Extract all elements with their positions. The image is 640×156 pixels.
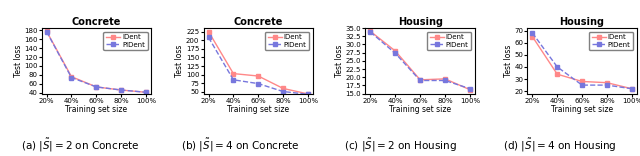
IDent <box>554 73 561 75</box>
PIDent <box>142 91 150 93</box>
PIDent <box>441 80 449 81</box>
PIDent <box>466 88 474 90</box>
Line: PIDent: PIDent <box>531 31 634 90</box>
PIDent <box>579 84 586 86</box>
Text: (c) $|\tilde{S}| = 2$ on Housing: (c) $|\tilde{S}| = 2$ on Housing <box>344 137 456 154</box>
Y-axis label: Test loss: Test loss <box>335 45 344 77</box>
PIDent <box>367 31 374 33</box>
Line: IDent: IDent <box>45 29 148 94</box>
Title: Housing: Housing <box>397 17 443 27</box>
Title: Concrete: Concrete <box>72 17 121 27</box>
PIDent <box>529 32 536 34</box>
PIDent <box>554 66 561 68</box>
PIDent <box>254 83 262 85</box>
PIDent <box>68 77 76 78</box>
Y-axis label: Test loss: Test loss <box>13 45 22 77</box>
PIDent <box>417 80 424 81</box>
IDent <box>529 36 536 37</box>
IDent <box>43 30 51 32</box>
IDent <box>230 73 237 75</box>
IDent <box>603 82 611 84</box>
Line: IDent: IDent <box>531 35 634 90</box>
IDent <box>392 50 399 52</box>
Line: PIDent: PIDent <box>207 36 310 96</box>
PIDent <box>628 88 636 90</box>
IDent <box>579 80 586 82</box>
PIDent <box>304 93 312 95</box>
Title: Concrete: Concrete <box>234 17 283 27</box>
PIDent <box>205 37 212 38</box>
X-axis label: Training set size: Training set size <box>65 105 127 114</box>
Y-axis label: Test loss: Test loss <box>175 45 184 77</box>
PIDent <box>230 79 237 81</box>
PIDent <box>43 31 51 33</box>
X-axis label: Training set size: Training set size <box>389 105 451 114</box>
PIDent <box>117 89 125 91</box>
Line: IDent: IDent <box>369 30 472 91</box>
IDent <box>205 31 212 32</box>
IDent <box>441 78 449 80</box>
IDent <box>68 76 76 78</box>
Line: PIDent: PIDent <box>45 30 148 94</box>
IDent <box>254 75 262 77</box>
Y-axis label: Test loss: Test loss <box>504 45 513 77</box>
PIDent <box>603 84 611 86</box>
X-axis label: Training set size: Training set size <box>551 105 613 114</box>
Text: (a) $|\tilde{S}| = 2$ on Concrete: (a) $|\tilde{S}| = 2$ on Concrete <box>20 137 140 154</box>
IDent <box>117 89 125 91</box>
IDent <box>417 79 424 81</box>
Title: Housing: Housing <box>559 17 605 27</box>
PIDent <box>279 91 287 93</box>
X-axis label: Training set size: Training set size <box>227 105 289 114</box>
Line: IDent: IDent <box>207 30 310 96</box>
Line: PIDent: PIDent <box>369 30 472 90</box>
PIDent <box>92 86 100 88</box>
IDent <box>466 89 474 91</box>
Legend: IDent, PIDent: IDent, PIDent <box>265 32 310 51</box>
IDent <box>304 93 312 95</box>
Text: (b) $|\tilde{S}| = 4$ on Concrete: (b) $|\tilde{S}| = 4$ on Concrete <box>180 137 300 154</box>
Text: (d) $|\tilde{S}| = 4$ on Housing: (d) $|\tilde{S}| = 4$ on Housing <box>503 137 617 154</box>
IDent <box>628 88 636 90</box>
IDent <box>92 86 100 88</box>
Legend: IDent, PIDent: IDent, PIDent <box>103 32 148 51</box>
PIDent <box>392 52 399 54</box>
IDent <box>367 30 374 32</box>
Legend: IDent, PIDent: IDent, PIDent <box>427 32 472 51</box>
Legend: IDent, PIDent: IDent, PIDent <box>589 32 634 51</box>
IDent <box>279 88 287 89</box>
IDent <box>142 91 150 93</box>
